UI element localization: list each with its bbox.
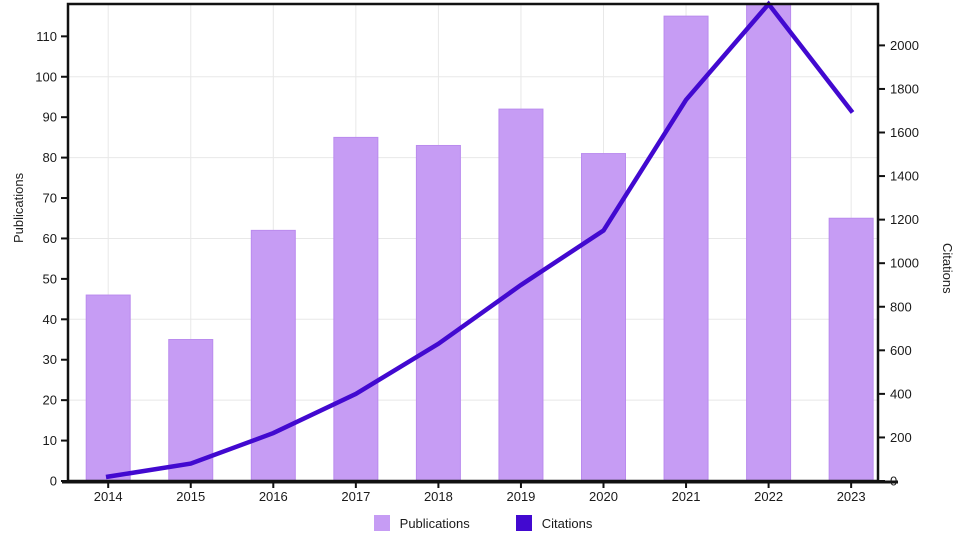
x-tick-label: 2016 [259, 489, 288, 504]
right-tick-label: 600 [890, 343, 912, 358]
right-tick-label: 2000 [890, 38, 919, 53]
x-tick-label: 2021 [672, 489, 701, 504]
left-tick-label: 10 [43, 433, 57, 448]
right-tick-label: 200 [890, 430, 912, 445]
legend-item-citations: Citations [515, 515, 593, 531]
legend-label-publications: Publications [399, 515, 470, 531]
left-tick-label: 0 [50, 474, 57, 489]
x-tick-label: 2017 [341, 489, 370, 504]
x-tick-label: 2023 [837, 489, 866, 504]
legend-label-citations: Citations [541, 515, 593, 531]
x-tick-label: 2018 [424, 489, 453, 504]
x-tick-label: 2020 [589, 489, 618, 504]
right-tick-label: 1000 [890, 256, 919, 271]
citations-line [105, 0, 855, 480]
x-tick-label: 2014 [94, 489, 123, 504]
right-tick-label: 400 [890, 386, 912, 401]
right-tick-label: 1600 [890, 125, 919, 140]
right-tick-label: 1800 [890, 81, 919, 96]
left-tick-label: 80 [43, 150, 57, 165]
left-tick-label: 20 [43, 393, 57, 408]
bar-2022 [746, 3, 792, 482]
left-tick-label: 90 [43, 110, 57, 125]
left-tick-label: 40 [43, 312, 57, 327]
left-tick-label: 100 [35, 69, 57, 84]
right-tick-label: 800 [890, 299, 912, 314]
bar-2023 [828, 217, 874, 482]
x-tick-label: 2015 [176, 489, 205, 504]
citations-swatch-icon [515, 515, 532, 531]
left-tick-label: 30 [43, 352, 57, 367]
publications-swatch-icon [373, 515, 390, 531]
x-tick-label: 2019 [506, 489, 535, 504]
legend-item-publications: Publications [373, 515, 470, 531]
left-tick-label: 50 [43, 271, 57, 286]
bar-2016 [250, 229, 296, 482]
bar-2021 [663, 15, 709, 482]
bar-2018 [415, 144, 461, 482]
right-axis-title: Citations [940, 243, 955, 294]
right-tick-label: 1400 [890, 169, 919, 184]
left-tick-label: 70 [43, 191, 57, 206]
left-tick-label: 110 [36, 29, 57, 44]
right-tick-label: 1200 [890, 212, 919, 227]
bar-2014 [85, 294, 131, 482]
left-tick-label: 60 [43, 231, 57, 246]
right-tick-label: 0 [890, 474, 897, 489]
bar-2017 [333, 136, 379, 482]
x-tick-label: 2022 [754, 489, 783, 504]
chart-legend: Publications Citations [0, 513, 966, 533]
